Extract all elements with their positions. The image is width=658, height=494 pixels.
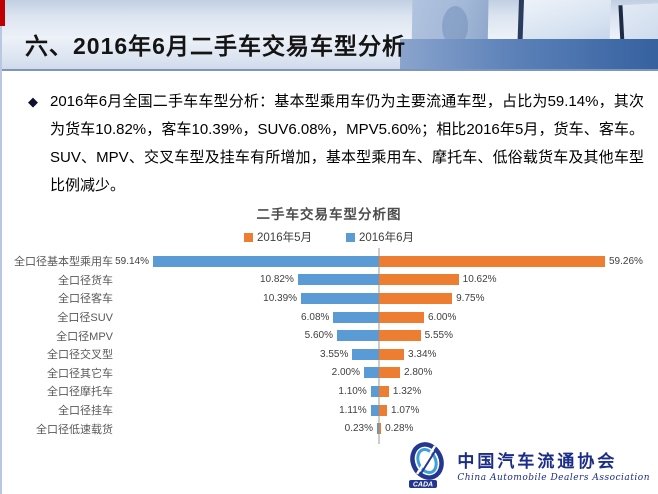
- cubes-floor: [400, 39, 658, 69]
- value-label-may: 6.00%: [428, 311, 457, 323]
- left-edge-line: [0, 26, 2, 494]
- legend-label: 2016年6月: [359, 232, 414, 244]
- chart-row: 全口径客车 10.39% 9.75%: [0, 289, 658, 308]
- chart-row: 全口径挂车 1.11% 1.07%: [0, 401, 658, 420]
- bar-june: [370, 404, 379, 416]
- cada-emblem-icon: CADA: [409, 442, 445, 489]
- value-label-may: 5.55%: [424, 330, 453, 342]
- chart-row: 全口径其它车 2.00% 2.80%: [0, 364, 658, 383]
- logo-name-chinese: 中国汽车流通协会: [457, 452, 618, 472]
- category-label: 全口径货车: [58, 274, 113, 287]
- bar-june: [301, 292, 379, 304]
- chart-row: 全口径交叉型 3.55% 3.34%: [0, 345, 658, 364]
- category-label: 全口径摩托车: [47, 386, 113, 399]
- chart-row: 全口径SUV 6.08% 6.00%: [0, 308, 658, 327]
- logo-text: 中国汽车流通协会 China Automobile Dealers Associ…: [457, 447, 650, 483]
- chart-plot: 全口径基本型乘用车 59.14% 59.26% 全口径货车 10.82% 10.62% 全口…: [0, 248, 658, 444]
- bar-may: [379, 311, 424, 323]
- category-label: 全口径挂车: [58, 405, 113, 418]
- svg-text:CADA: CADA: [413, 482, 433, 489]
- category-label: 全口径SUV: [57, 312, 113, 325]
- value-label-june: 10.82%: [259, 274, 294, 286]
- cubes-decoration: [400, 0, 658, 69]
- value-label-may: 59.26%: [609, 255, 643, 267]
- value-label-june: 6.08%: [301, 311, 330, 323]
- value-label-june: 0.23%: [344, 423, 373, 435]
- bar-may: [379, 255, 605, 267]
- logo-name-english: China Automobile Dealers Association: [457, 473, 650, 483]
- value-label-june: 1.11%: [339, 404, 367, 416]
- diamond-bullet-icon: ◆: [28, 94, 38, 109]
- bar-june: [333, 311, 379, 323]
- value-label-may: 1.32%: [392, 385, 422, 397]
- chart-row: 全口径低速载货 0.23% 0.28%: [0, 419, 658, 438]
- value-label-june: 5.60%: [304, 330, 333, 342]
- chart-row: 全口径基本型乘用车 59.14% 59.26%: [0, 252, 658, 271]
- summary-block: ◆ 2016年6月全国二手车车型分析：基本型乘用车仍为主要流通车型，占比为59.…: [28, 88, 644, 200]
- value-label-may: 3.34%: [408, 348, 437, 360]
- legend-swatch-icon: [244, 232, 254, 242]
- value-label-may: 2.80%: [404, 367, 433, 379]
- value-label-may: 9.75%: [456, 292, 485, 304]
- red-accent-bar: [0, 0, 5, 26]
- bar-june: [352, 348, 379, 360]
- value-label-may: 10.62%: [462, 274, 497, 286]
- bar-june: [297, 274, 379, 286]
- chart-row: 全口径摩托车 1.10% 1.32%: [0, 382, 658, 401]
- bar-june: [337, 330, 379, 342]
- value-label-june: 59.14%: [115, 255, 149, 267]
- value-label-may: 1.07%: [391, 404, 420, 416]
- bar-may: [379, 385, 389, 397]
- value-label-june: 1.10%: [338, 385, 367, 397]
- legend-label: 2016年5月: [257, 232, 312, 244]
- slide-header: 六、2016年6月二手车交易车型分析: [0, 0, 658, 71]
- bar-june: [364, 367, 379, 379]
- category-label: 全口径交叉型: [47, 349, 113, 362]
- category-label: 全口径MPV: [56, 330, 113, 343]
- summary-paragraph: 2016年6月全国二手车车型分析：基本型乘用车仍为主要流通车型，占比为59.14…: [50, 93, 644, 194]
- legend-swatch-icon: [346, 232, 355, 242]
- bar-may: [379, 404, 388, 416]
- chart-row: 全口径MPV 5.60% 5.55%: [0, 326, 658, 345]
- bar-may: [379, 423, 382, 435]
- slide-title: 六、2016年6月二手车交易车型分析: [25, 33, 406, 59]
- value-label-june: 10.39%: [263, 292, 298, 304]
- bar-may: [379, 348, 405, 360]
- legend-item-may: 2016年5月: [244, 229, 312, 245]
- legend-item-june: 2016年6月: [346, 229, 414, 245]
- category-label: 全口径客车: [58, 293, 113, 306]
- value-label-june: 3.55%: [320, 348, 349, 360]
- bar-june: [370, 385, 379, 397]
- bar-june: [377, 423, 379, 435]
- center-axis-line: [378, 248, 380, 444]
- bar-may: [379, 330, 421, 342]
- cada-logo: CADA 中国汽车流通协会 China Automobile Dealers A…: [403, 442, 650, 488]
- category-label: 全口径基本型乘用车: [14, 256, 113, 269]
- value-label-june: 2.00%: [331, 367, 360, 379]
- bar-may: [379, 367, 400, 379]
- chart-legend: 2016年5月 2016年6月: [0, 229, 658, 245]
- bar-may: [379, 292, 453, 304]
- chart-row: 全口径货车 10.82% 10.62%: [0, 271, 658, 290]
- chart-title: 二手车交易车型分析图: [256, 207, 402, 222]
- category-label: 全口径低速载货: [36, 423, 113, 436]
- bar-may: [379, 274, 459, 286]
- category-label: 全口径其它车: [47, 367, 113, 380]
- value-label-may: 0.28%: [385, 423, 414, 435]
- bar-june: [153, 255, 379, 267]
